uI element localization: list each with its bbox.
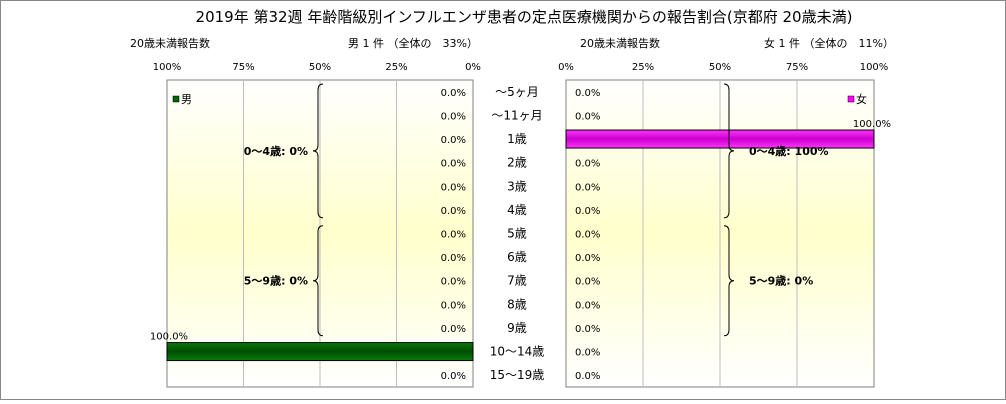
female-value-label: 0.0% <box>575 371 600 382</box>
female-x-tick: 0% <box>558 62 574 73</box>
female-x-tick: 100% <box>860 62 889 73</box>
male-x-tick: 100% <box>153 62 182 73</box>
age-category-label: ～5ヶ月 <box>495 85 539 99</box>
male-group-annotation: 0～4歳: 0% <box>244 144 308 158</box>
female-legend-label: 女 <box>856 92 867 106</box>
male-value-label: 0.0% <box>441 277 466 288</box>
male-value-label: 0.0% <box>441 111 466 122</box>
female-value-label: 0.0% <box>575 253 600 264</box>
male-x-tick: 75% <box>232 62 254 73</box>
age-category-label: 15～19歳 <box>490 368 545 382</box>
male-group-brace <box>312 83 324 219</box>
female-group-brace <box>723 83 735 219</box>
male-value-label: 0.0% <box>441 206 466 217</box>
age-category-label: 7歳 <box>507 274 527 288</box>
female-group-annotation: 5～9歳: 0% <box>749 274 813 288</box>
age-category-label: 3歳 <box>507 179 527 193</box>
age-category-label: 4歳 <box>507 203 527 217</box>
male-x-tick: 0% <box>465 62 481 73</box>
female-value-label: 100.0% <box>853 119 891 130</box>
female-value-label: 0.0% <box>575 206 600 217</box>
female-value-label: 0.0% <box>575 111 600 122</box>
male-value-label: 0.0% <box>441 88 466 99</box>
age-category-label: 5歳 <box>507 227 527 241</box>
male-x-tick: 25% <box>385 62 407 73</box>
male-group-brace <box>312 225 324 337</box>
female-value-label: 0.0% <box>575 88 600 99</box>
male-legend-swatch <box>172 95 180 103</box>
male-value-label: 0.0% <box>441 371 466 382</box>
male-panel: 100% 75% 50% 25% 0% 0.0% 0.0% 0.0% 0.0% 0.0% 0.0% 0… <box>150 62 481 388</box>
male-value-label: 0.0% <box>441 324 466 335</box>
age-category-label: 8歳 <box>507 297 527 311</box>
female-bar <box>565 129 875 149</box>
female-value-label: 0.0% <box>575 300 600 311</box>
chart-title: 2019年 第32週 年齢階級別インフルエンザ患者の定点医療機関からの報告割合(… <box>196 8 853 26</box>
male-value-label: 0.0% <box>441 135 466 146</box>
female-value-label: 0.0% <box>575 277 600 288</box>
age-category-label: 6歳 <box>507 250 527 264</box>
age-category-label: 2歳 <box>507 156 527 170</box>
right-panel-subtitle: 20歳未満報告数 <box>580 37 660 50</box>
male-x-tick: 50% <box>309 62 331 73</box>
age-category-label: 9歳 <box>507 321 527 335</box>
male-value-label: 0.0% <box>441 182 466 193</box>
male-value-label: 0.0% <box>441 253 466 264</box>
female-value-label: 0.0% <box>575 182 600 193</box>
female-legend-swatch <box>847 95 855 103</box>
age-category-labels: ～5ヶ月 ～11ヶ月 1歳 2歳 3歳 4歳 5歳 6歳 7歳 8歳 9歳 10～14歳 15～19歳 <box>490 85 545 382</box>
male-group-annotation: 5～9歳: 0% <box>244 274 308 288</box>
female-group-annotation: 0～4歳: 100% <box>749 144 829 158</box>
female-value-label: 0.0% <box>575 348 600 359</box>
female-value-label: 0.0% <box>575 324 600 335</box>
female-value-label: 0.0% <box>575 159 600 170</box>
male-value-label: 0.0% <box>441 159 466 170</box>
male-value-label: 0.0% <box>441 300 466 311</box>
male-bar <box>166 342 474 362</box>
male-value-label: 0.0% <box>441 230 466 241</box>
age-category-label: ～11ヶ月 <box>491 108 542 122</box>
female-group-brace <box>723 225 735 337</box>
age-category-label: 10～14歳 <box>490 345 545 359</box>
female-x-tick: 25% <box>632 62 654 73</box>
age-category-label: 1歳 <box>507 132 527 146</box>
female-panel: 0% 25% 50% 75% 100% 0.0% 0.0% 100.0% 0.0% 0.0% 0.0… <box>558 62 891 388</box>
right-panel-header: 女 1 件 （全体の 11%） <box>764 36 894 50</box>
female-x-tick: 50% <box>709 62 731 73</box>
female-x-tick: 75% <box>786 62 808 73</box>
left-panel-subtitle: 20歳未満報告数 <box>130 37 210 50</box>
left-panel-header: 男 1 件 （全体の 33%） <box>348 36 478 50</box>
male-legend-label: 男 <box>181 93 192 106</box>
female-value-label: 0.0% <box>575 230 600 241</box>
male-value-label: 100.0% <box>150 332 188 343</box>
